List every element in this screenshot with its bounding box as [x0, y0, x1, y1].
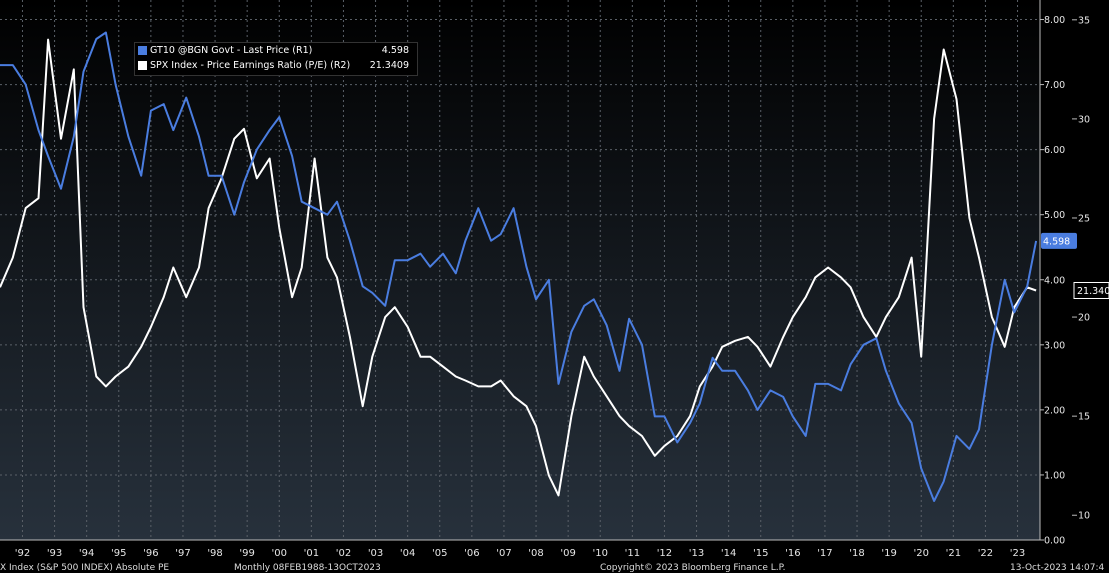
y-left-tick-label: 5.00 [1044, 210, 1065, 221]
x-tick-label: '09 [560, 548, 575, 559]
footer-copyright: Copyright© 2023 Bloomberg Finance L.P. [600, 563, 786, 573]
y-left-tick-label: 3.00 [1044, 340, 1065, 351]
series-line-gt10 [0, 31, 1038, 502]
y-left-tick-label: 6.00 [1044, 145, 1065, 156]
x-tick-label: '94 [79, 548, 94, 559]
x-tick-label: '07 [496, 548, 511, 559]
y-left-tick-label: 2.00 [1044, 405, 1065, 416]
y-left-tick-label: 7.00 [1044, 80, 1065, 91]
legend-value-pe: 21.3409 [369, 60, 409, 71]
x-tick-label: '21 [946, 548, 961, 559]
tag-value-pe: 21.340 [1077, 286, 1109, 297]
footer-background [0, 540, 1040, 573]
legend-swatch-pe [138, 61, 147, 70]
x-tick-label: '00 [272, 548, 287, 559]
x-tick-label: '14 [721, 548, 736, 559]
x-tick-label: '08 [528, 548, 543, 559]
tag-value-gt10: 4.598 [1043, 236, 1070, 247]
x-tick-label: '98 [207, 548, 222, 559]
y-right-tick-label: 15 [1078, 412, 1090, 423]
footer-date-range: Monthly 08FEB1988-13OCT2023 [234, 563, 381, 573]
y-right-tick-label: 35 [1078, 15, 1090, 26]
value-tags: 4.598 21.340 [1041, 232, 1109, 299]
tick-layer: '92 '93 '94 '95 '96 '97 '98 '99 '00 '01 '02 '03 '04 '… [15, 15, 1090, 559]
grid-lines [0, 0, 1040, 541]
legend-label-gt10: GT10 @BGN Govt - Last Price (R1) [150, 45, 313, 56]
x-tick-label: '93 [47, 548, 62, 559]
x-tick-label: '03 [368, 548, 383, 559]
legend-row-pe: SPX Index - Price Earnings Ratio (P/E) (… [135, 58, 417, 73]
x-tick-label: '97 [175, 548, 190, 559]
footer-index-name: X Index (S&P 500 INDEX) Absolute PE [0, 563, 170, 573]
y-right-tick-label: 10 [1078, 511, 1090, 522]
legend-value-gt10: 4.598 [381, 45, 409, 56]
x-tick-label: '10 [593, 548, 608, 559]
x-tick-label: '22 [978, 548, 993, 559]
legend-swatch-gt10 [138, 46, 147, 55]
x-tick-label: '18 [849, 548, 864, 559]
x-tick-label: '99 [239, 548, 254, 559]
legend: GT10 @BGN Govt - Last Price (R1) 4.598 S… [134, 42, 418, 76]
plot-background [0, 0, 1040, 540]
tag-box-pe [1073, 281, 1109, 299]
x-tick-label: '17 [817, 548, 832, 559]
x-tick-label: '05 [432, 548, 447, 559]
x-tick-label: '04 [400, 548, 415, 559]
x-tick-label: '92 [15, 548, 30, 559]
x-tick-label: '06 [464, 548, 479, 559]
y-left-tick-label: 8.00 [1044, 15, 1065, 26]
x-tick-label: '02 [336, 548, 351, 559]
x-tick-label: '01 [304, 548, 319, 559]
y-right-tick-label: 30 [1078, 114, 1090, 125]
x-tick-label: '20 [913, 548, 928, 559]
x-tick-label: '23 [1010, 548, 1025, 559]
x-tick-label: '16 [785, 548, 800, 559]
y-right-tick-label: 20 [1078, 313, 1090, 324]
x-tick-label: '19 [881, 548, 896, 559]
x-tick-label: '96 [143, 548, 158, 559]
tag-box-gt10 [1041, 232, 1077, 249]
y-left-tick-label: 4.00 [1044, 275, 1065, 286]
x-tick-label: '15 [753, 548, 768, 559]
x-tick-label: '12 [657, 548, 672, 559]
legend-row-gt10: GT10 @BGN Govt - Last Price (R1) 4.598 [135, 43, 417, 58]
y-left-tick-label: 0.00 [1044, 536, 1065, 547]
series-line-pe [0, 38, 1037, 497]
footer-timestamp: 13-Oct-2023 14:07:4 [1010, 563, 1105, 573]
y-right-tick-label: 25 [1078, 213, 1090, 224]
y-left-tick-label: 1.00 [1044, 470, 1065, 481]
x-tick-label: '95 [111, 548, 126, 559]
legend-label-pe: SPX Index - Price Earnings Ratio (P/E) (… [150, 60, 351, 71]
x-tick-label: '11 [625, 548, 640, 559]
series-layer [0, 31, 1038, 502]
x-tick-label: '13 [689, 548, 704, 559]
